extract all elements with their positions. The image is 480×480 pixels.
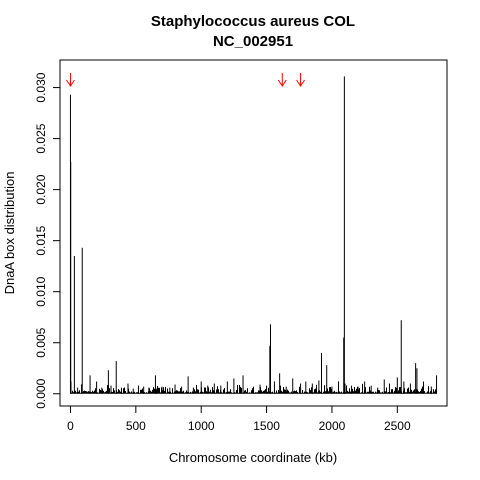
y-tick-label: 0.030 [34,72,48,102]
y-tick-label: 0.005 [34,327,48,357]
x-tick-label: 1500 [253,419,280,433]
y-tick-label: 0.020 [34,174,48,204]
red-arrow-marker [277,73,287,87]
x-tick-label: 2000 [319,419,346,433]
red-arrow-marker [66,73,75,87]
x-tick-label: 1000 [188,419,215,433]
plot-markers [66,73,305,87]
y-tick-label: 0.015 [34,225,48,255]
plot-bars [69,76,438,394]
red-arrow-marker [296,73,305,87]
chart-subtitle: NC_002951 [213,33,293,50]
x-axis-label: Chromosome coordinate (kb) [169,450,337,465]
x-tick-label: 0 [67,419,74,433]
chart-title: Staphylococcus aureus COL [151,13,355,30]
y-tick-label: 0.025 [34,123,48,153]
x-axis: 0 500 1000 1500 2000 2500 [67,405,411,433]
x-tick-label: 2500 [384,419,411,433]
y-axis-label: DnaA box distribution [2,172,17,295]
y-axis: 0.000 0.005 0.010 0.015 0.020 0.025 0.030 [34,72,61,409]
y-tick-label: 0.010 [34,276,48,306]
x-tick-label: 500 [126,419,146,433]
y-tick-label: 0.000 [34,378,48,408]
plot-frame [59,59,448,407]
